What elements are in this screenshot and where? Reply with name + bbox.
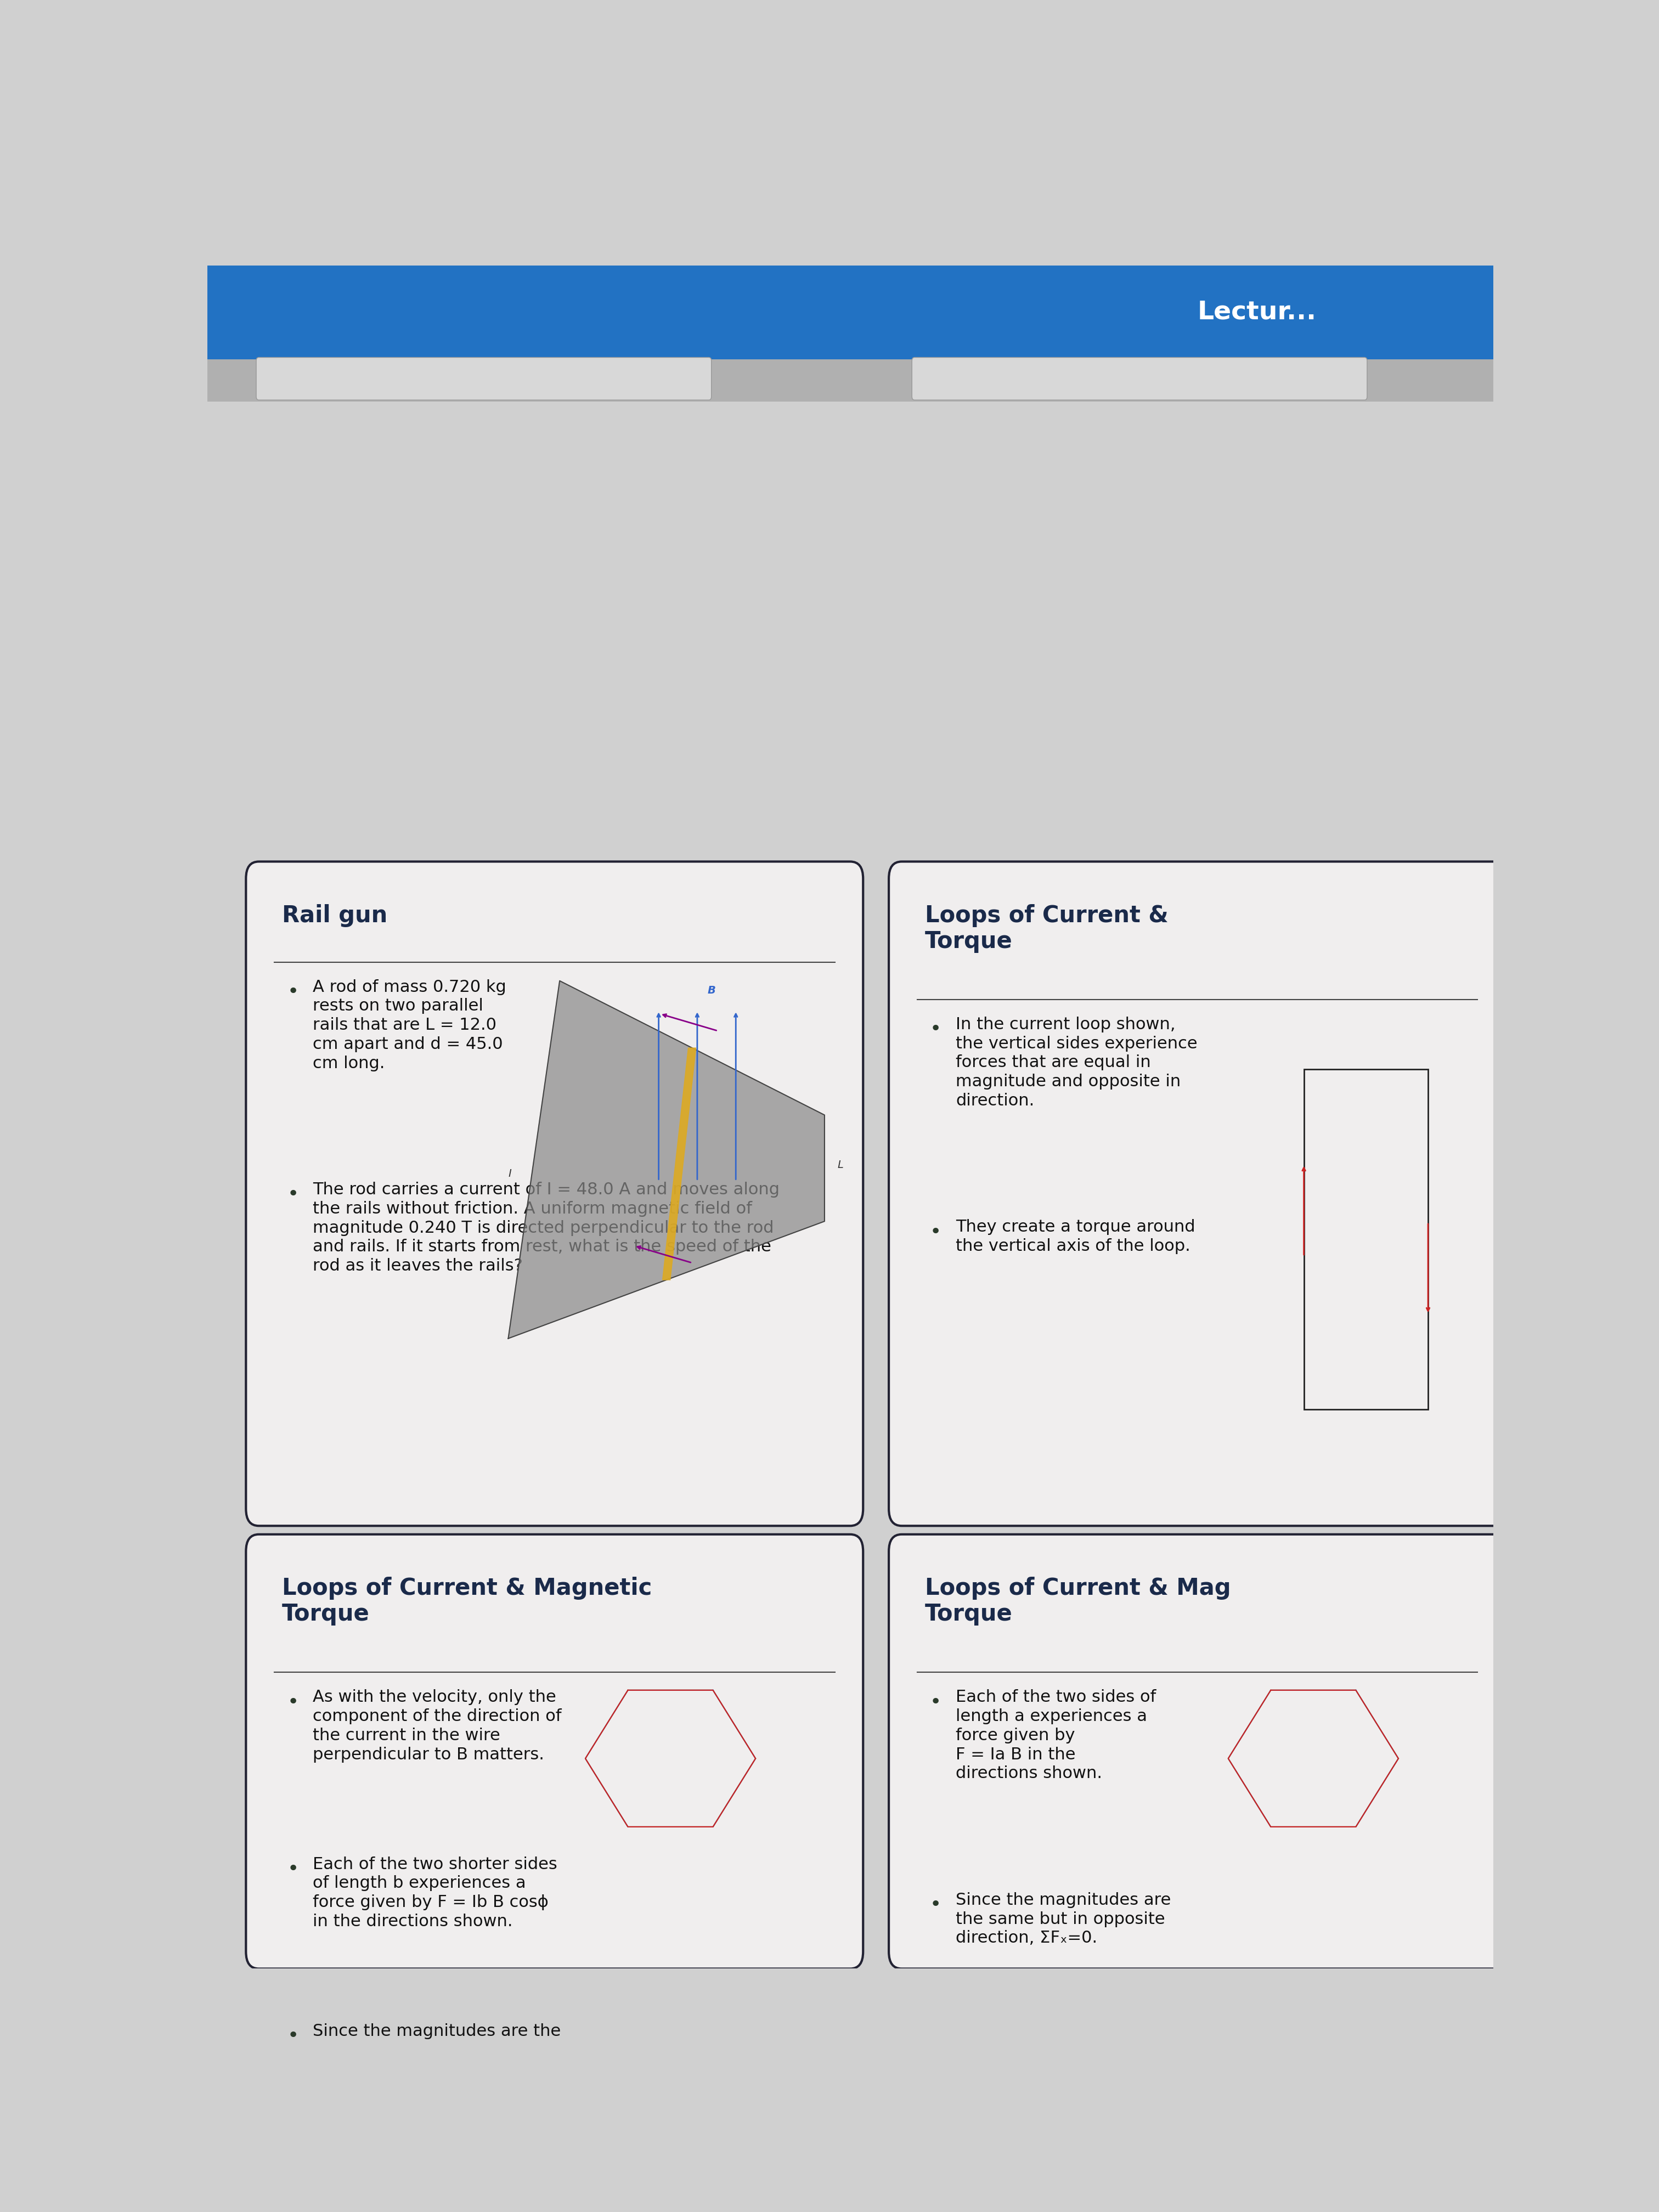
Text: Each of the two shorter sides
of length b experiences a
force given by F = Ib B : Each of the two shorter sides of length …: [314, 1856, 557, 1929]
Text: L: L: [838, 1159, 843, 1170]
Text: Rail gun: Rail gun: [282, 905, 388, 927]
Text: •: •: [931, 1896, 942, 1913]
Text: I: I: [508, 1168, 511, 1179]
Polygon shape: [508, 980, 825, 1338]
Text: A rod of mass 0.720 kg
rests on two parallel
rails that are L = 12.0
cm apart an: A rod of mass 0.720 kg rests on two para…: [314, 980, 506, 1071]
Text: Lectur...: Lectur...: [1198, 301, 1317, 325]
Text: Loops of Current & Mag
Torque: Loops of Current & Mag Torque: [924, 1577, 1231, 1626]
FancyBboxPatch shape: [889, 863, 1506, 1526]
Text: Since the magnitudes are the: Since the magnitudes are the: [314, 2024, 561, 2039]
Text: •: •: [287, 2026, 299, 2046]
Text: Loops of Current & Magnetic
Torque: Loops of Current & Magnetic Torque: [282, 1577, 652, 1626]
FancyBboxPatch shape: [207, 358, 1493, 403]
Text: Loops of Current &
Torque: Loops of Current & Torque: [924, 905, 1168, 953]
FancyBboxPatch shape: [255, 358, 712, 400]
Text: Since the magnitudes are
the same but in opposite
direction, ΣFₓ=0.: Since the magnitudes are the same but in…: [956, 1891, 1171, 1947]
Text: •: •: [287, 1186, 299, 1203]
Text: They create a torque around
the vertical axis of the loop.: They create a torque around the vertical…: [956, 1219, 1194, 1254]
Text: In the current loop shown,
the vertical sides experience
forces that are equal i: In the current loop shown, the vertical …: [956, 1018, 1198, 1108]
Text: •: •: [931, 1020, 942, 1040]
Text: •: •: [931, 1223, 942, 1241]
Text: The rod carries a current of I = 48.0 A and moves along
the rails without fricti: The rod carries a current of I = 48.0 A …: [314, 1181, 780, 1274]
Text: •: •: [287, 982, 299, 1002]
Text: As with the velocity, only the
component of the direction of
the current in the : As with the velocity, only the component…: [314, 1690, 562, 1763]
Text: •: •: [287, 1692, 299, 1712]
Text: Each of the two sides of
length a experiences a
force given by
F = Ia B in the
d: Each of the two sides of length a experi…: [956, 1690, 1156, 1781]
FancyBboxPatch shape: [912, 358, 1367, 400]
Text: •: •: [931, 1692, 942, 1712]
FancyBboxPatch shape: [246, 863, 863, 1526]
Text: B: B: [707, 984, 715, 995]
Text: •: •: [287, 1860, 299, 1878]
FancyBboxPatch shape: [246, 1535, 863, 1969]
Polygon shape: [662, 1048, 697, 1281]
FancyBboxPatch shape: [207, 265, 1493, 358]
FancyBboxPatch shape: [889, 1535, 1506, 1969]
